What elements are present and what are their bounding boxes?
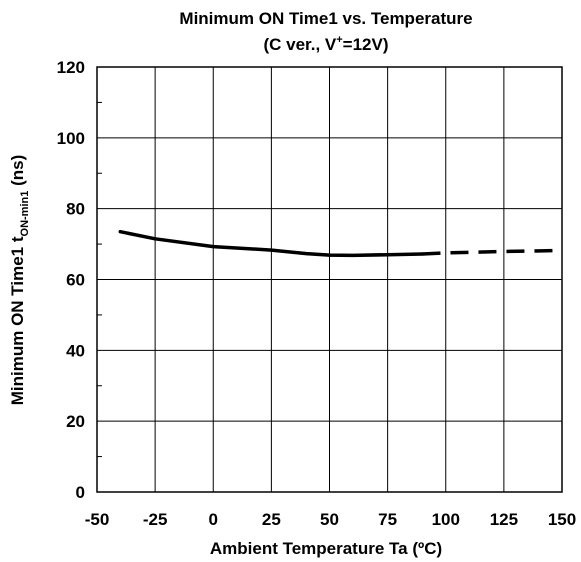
x-tick-label-3: 25 — [262, 510, 281, 529]
minor-ticks — [97, 101, 102, 458]
y-tick-label-1: 20 — [66, 412, 85, 431]
y-axis-label-main: Minimum ON Time1 t — [8, 236, 27, 405]
chart-subtitle: (C ver., V+=12V) — [263, 34, 388, 54]
series-lines — [118, 229, 563, 258]
subtitle-prefix: (C ver., V — [263, 35, 336, 54]
x-axis-label: Ambient Temperature Ta (ºC) — [210, 539, 442, 558]
y-axis-label-unit: (ns) — [8, 155, 27, 191]
x-tick-label-6: 100 — [432, 510, 460, 529]
y-axis-label: Minimum ON Time1 tON-min1 (ns) — [8, 155, 31, 406]
y-tick-label-5: 100 — [57, 129, 85, 148]
x-tick-label-8: 150 — [548, 510, 576, 529]
series-line-solid — [118, 229, 425, 258]
x-tick-label-1: -25 — [143, 510, 168, 529]
series-line-dashed — [422, 248, 563, 256]
chart-title: Minimum ON Time1 vs. Temperature — [179, 9, 472, 28]
y-tick-label-3: 60 — [66, 271, 85, 290]
y-tick-label-4: 80 — [66, 200, 85, 219]
y-tick-labels: 0 20 40 60 80 100 120 — [57, 58, 85, 502]
x-tick-labels: -50 -25 0 25 50 75 100 125 150 — [85, 510, 576, 529]
y-tick-label-2: 40 — [66, 341, 85, 360]
x-tick-label-2: 0 — [209, 510, 218, 529]
subtitle-superscript: + — [336, 34, 342, 46]
x-tick-label-7: 125 — [490, 510, 518, 529]
x-tick-label-4: 50 — [320, 510, 339, 529]
y-axis-label-subscript: ON-min1 — [19, 191, 31, 237]
plot-frame — [96, 66, 563, 493]
y-tick-label-6: 120 — [57, 58, 85, 77]
y-tick-label-0: 0 — [76, 483, 85, 502]
subtitle-suffix: =12V) — [343, 35, 389, 54]
grid-lines — [96, 66, 563, 493]
x-tick-label-5: 75 — [378, 510, 397, 529]
x-tick-label-0: -50 — [85, 510, 110, 529]
